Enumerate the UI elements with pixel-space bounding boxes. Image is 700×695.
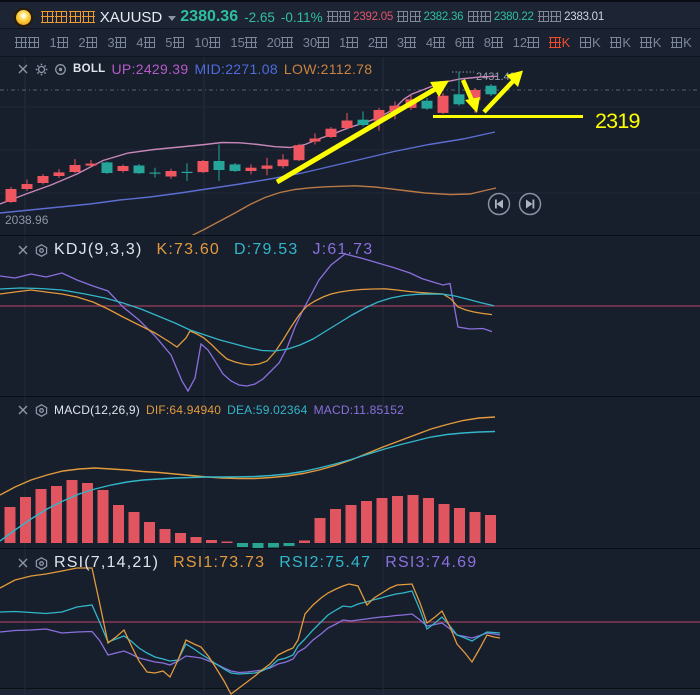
svg-text:2319: 2319 (595, 109, 640, 133)
svg-text:2038.96: 2038.96 (5, 213, 49, 227)
